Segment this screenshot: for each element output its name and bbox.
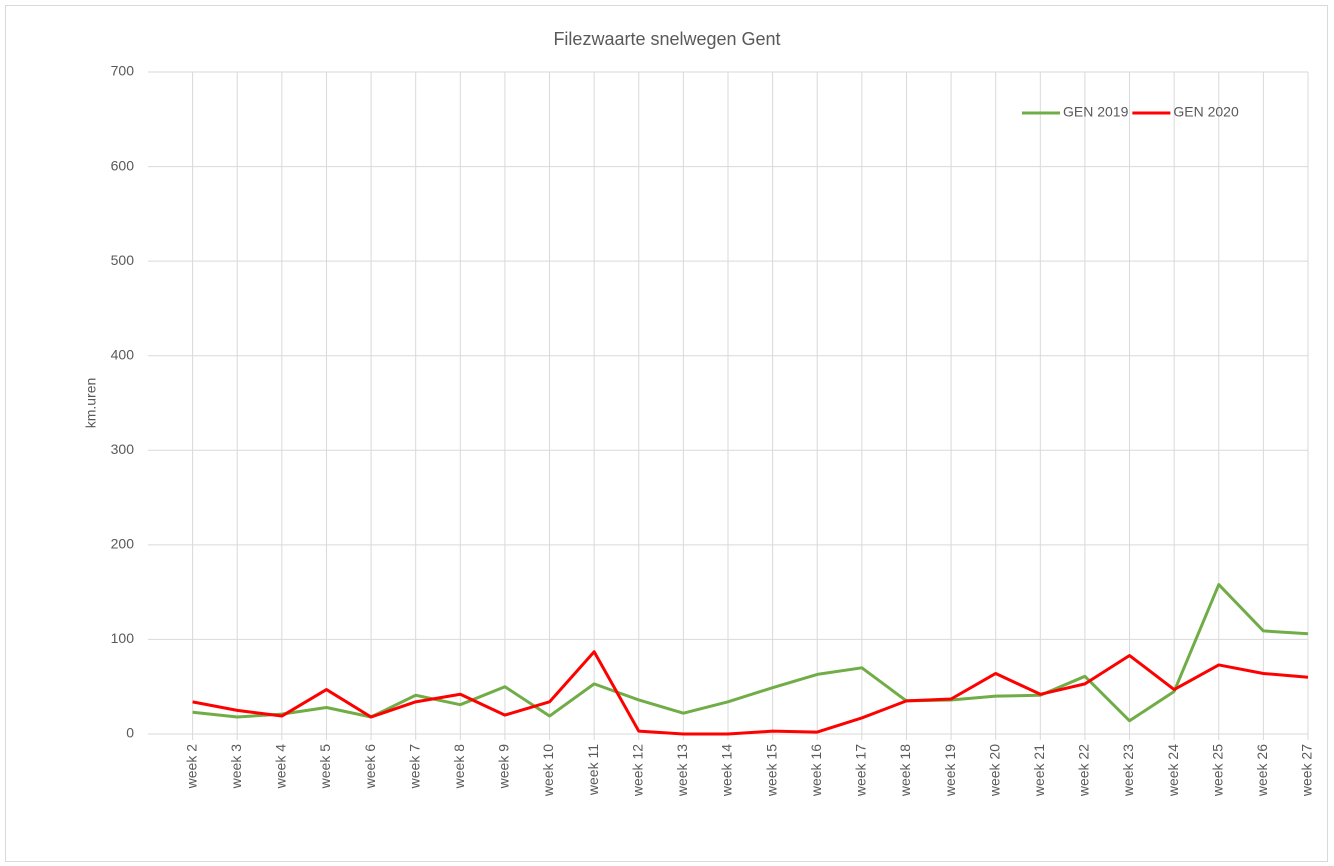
x-tick-label: week 16 <box>808 744 824 797</box>
x-tick-label: week 9 <box>496 744 512 790</box>
y-tick-label: 300 <box>111 441 135 457</box>
x-tick-label: week 26 <box>1254 744 1270 797</box>
y-tick-label: 100 <box>111 630 135 646</box>
x-tick-label: week 6 <box>362 744 378 790</box>
x-tick-label: week 17 <box>853 744 869 797</box>
legend-label: GEN 2020 <box>1173 104 1239 120</box>
x-tick-label: week 15 <box>763 744 779 797</box>
x-tick-label: week 2 <box>183 744 199 790</box>
x-tick-label: week 11 <box>585 744 601 796</box>
chart-title: Filezwaarte snelwegen Gent <box>553 29 780 49</box>
x-tick-label: week 18 <box>897 744 913 797</box>
x-tick-label: week 7 <box>406 744 422 790</box>
x-tick-label: week 8 <box>451 744 467 790</box>
series-line <box>192 650 1309 736</box>
x-tick-label: week 20 <box>986 744 1002 797</box>
x-tick-label: week 10 <box>540 744 556 797</box>
x-tick-label: week 24 <box>1165 744 1181 797</box>
y-tick-label: 400 <box>111 346 135 362</box>
x-tick-label: week 22 <box>1076 744 1092 797</box>
y-tick-label: 200 <box>111 536 135 552</box>
y-axis-label: km.uren <box>83 378 99 429</box>
x-tick-label: week 3 <box>228 744 244 790</box>
y-tick-label: 600 <box>111 157 135 173</box>
x-tick-label: week 13 <box>674 744 690 797</box>
x-tick-label: week 12 <box>629 744 645 797</box>
legend-label: GEN 2019 <box>1063 104 1129 120</box>
x-tick-label: week 14 <box>719 744 735 797</box>
y-tick-label: 0 <box>126 725 134 741</box>
y-tick-label: 700 <box>111 63 135 79</box>
x-tick-label: week 5 <box>317 744 333 790</box>
x-tick-label: week 21 <box>1031 744 1047 797</box>
x-tick-label: week 23 <box>1120 744 1136 797</box>
x-tick-label: week 27 <box>1299 744 1315 797</box>
y-tick-label: 500 <box>111 252 135 268</box>
x-tick-label: week 25 <box>1209 744 1225 797</box>
chart-border <box>5 5 1328 862</box>
x-tick-label: week 4 <box>273 744 289 790</box>
x-tick-label: week 19 <box>942 744 958 797</box>
